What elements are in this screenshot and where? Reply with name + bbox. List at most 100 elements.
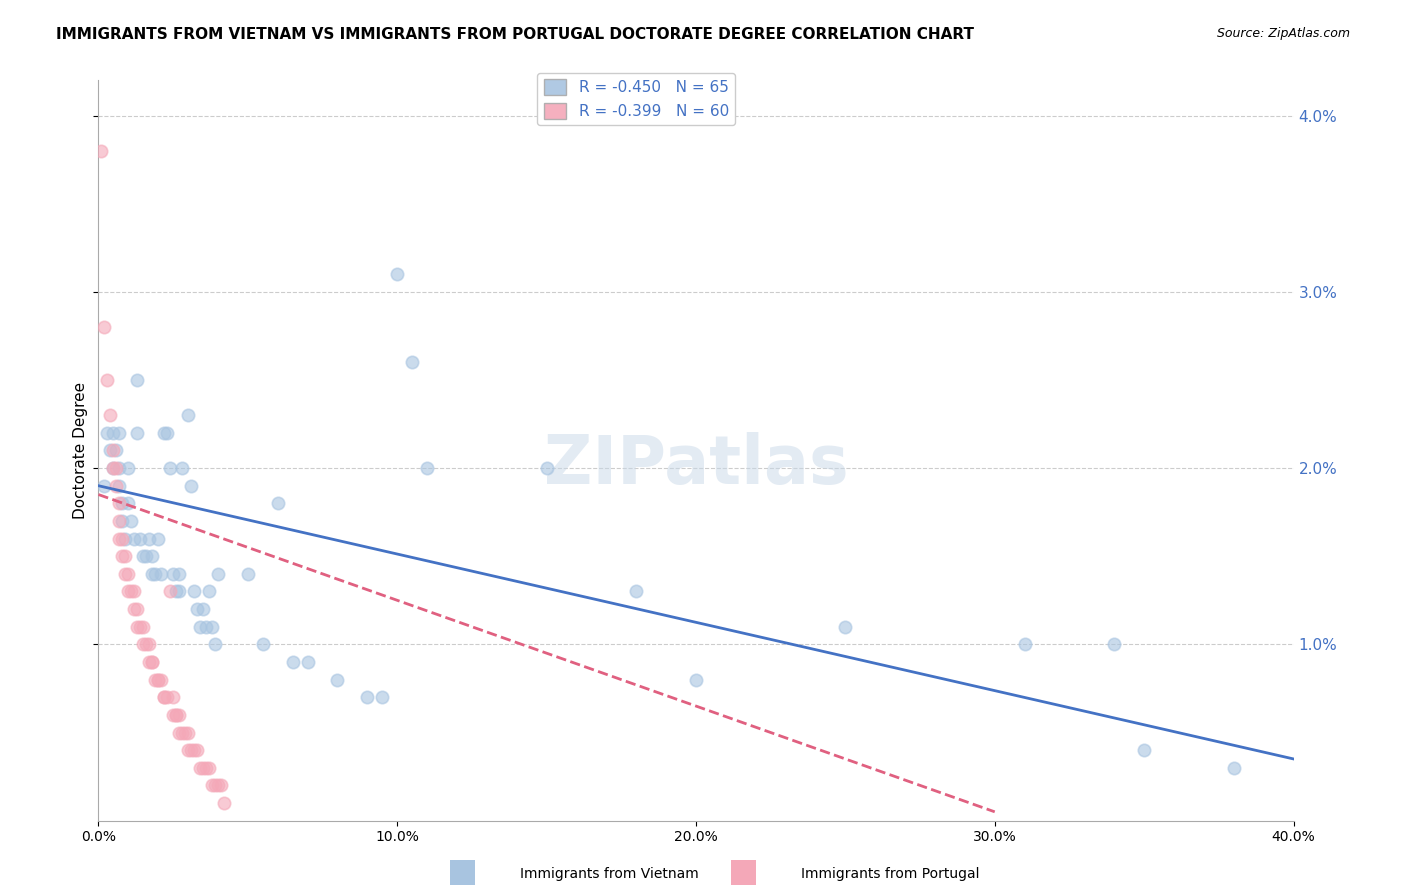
Point <box>212 796 235 810</box>
Point <box>356 690 378 705</box>
Point <box>127 425 149 440</box>
Point <box>143 566 166 581</box>
Point <box>1014 637 1036 651</box>
Point <box>326 673 349 687</box>
Point <box>141 655 163 669</box>
Point <box>124 584 146 599</box>
Point <box>195 761 218 775</box>
Point <box>204 778 226 792</box>
Point <box>132 620 155 634</box>
Point <box>120 584 142 599</box>
Point <box>186 602 208 616</box>
Point <box>117 496 139 510</box>
Point <box>167 566 190 581</box>
Point <box>153 690 176 705</box>
Point <box>127 373 149 387</box>
Point <box>132 549 155 564</box>
Point <box>198 584 221 599</box>
Point <box>108 461 131 475</box>
Point <box>108 425 131 440</box>
Point <box>143 673 166 687</box>
Point <box>252 637 274 651</box>
Point <box>416 461 439 475</box>
Text: Source: ZipAtlas.com: Source: ZipAtlas.com <box>1216 27 1350 40</box>
Point <box>103 461 125 475</box>
Point <box>111 514 134 528</box>
Point <box>536 461 558 475</box>
Point <box>385 267 409 281</box>
Point <box>153 425 176 440</box>
Point <box>124 532 146 546</box>
Point <box>198 761 221 775</box>
Point <box>186 743 208 757</box>
Point <box>167 725 190 739</box>
Point <box>177 743 200 757</box>
Point <box>204 637 226 651</box>
Point <box>132 637 155 651</box>
Point <box>124 602 146 616</box>
Point <box>165 584 187 599</box>
Point <box>141 655 163 669</box>
Point <box>114 532 136 546</box>
Point <box>138 637 160 651</box>
Point <box>93 320 115 334</box>
Point <box>129 532 152 546</box>
Point <box>236 566 259 581</box>
Point <box>167 707 190 722</box>
Point <box>685 673 707 687</box>
Point <box>105 461 128 475</box>
Point <box>127 620 149 634</box>
Point <box>96 425 118 440</box>
Point <box>165 707 187 722</box>
Point <box>191 602 214 616</box>
Point <box>138 655 160 669</box>
Point <box>626 584 648 599</box>
Point <box>141 549 163 564</box>
Point <box>148 673 170 687</box>
Point <box>183 584 205 599</box>
Text: IMMIGRANTS FROM VIETNAM VS IMMIGRANTS FROM PORTUGAL DOCTORATE DEGREE CORRELATION: IMMIGRANTS FROM VIETNAM VS IMMIGRANTS FR… <box>56 27 974 42</box>
Point <box>138 532 160 546</box>
Point <box>135 637 157 651</box>
Point <box>108 532 131 546</box>
Point <box>103 461 125 475</box>
Point <box>183 743 205 757</box>
Point <box>98 443 122 458</box>
Point <box>207 566 229 581</box>
Point <box>117 566 139 581</box>
Point <box>156 425 179 440</box>
Point <box>207 778 229 792</box>
Point <box>90 144 112 158</box>
Point <box>96 373 118 387</box>
Point <box>108 496 131 510</box>
Point <box>159 461 181 475</box>
Point <box>156 690 179 705</box>
Point <box>267 496 290 510</box>
Point <box>1133 743 1156 757</box>
Point <box>209 778 232 792</box>
Point <box>201 778 224 792</box>
Point <box>148 532 170 546</box>
Point <box>188 761 211 775</box>
Text: ZIPatlas: ZIPatlas <box>544 433 848 499</box>
Point <box>1223 761 1246 775</box>
Point <box>165 707 187 722</box>
Point <box>103 443 125 458</box>
Point <box>93 479 115 493</box>
Point <box>177 725 200 739</box>
Point <box>129 620 152 634</box>
Point <box>148 673 170 687</box>
Point <box>167 584 190 599</box>
Point <box>188 620 211 634</box>
Point <box>172 725 194 739</box>
Point <box>105 443 128 458</box>
Point <box>177 408 200 422</box>
Point <box>172 461 194 475</box>
Point <box>135 549 157 564</box>
Point <box>117 584 139 599</box>
Legend: R = -0.450   N = 65, R = -0.399   N = 60: R = -0.450 N = 65, R = -0.399 N = 60 <box>537 73 735 125</box>
Point <box>111 496 134 510</box>
Point <box>105 479 128 493</box>
Point <box>401 355 423 369</box>
Point <box>297 655 319 669</box>
